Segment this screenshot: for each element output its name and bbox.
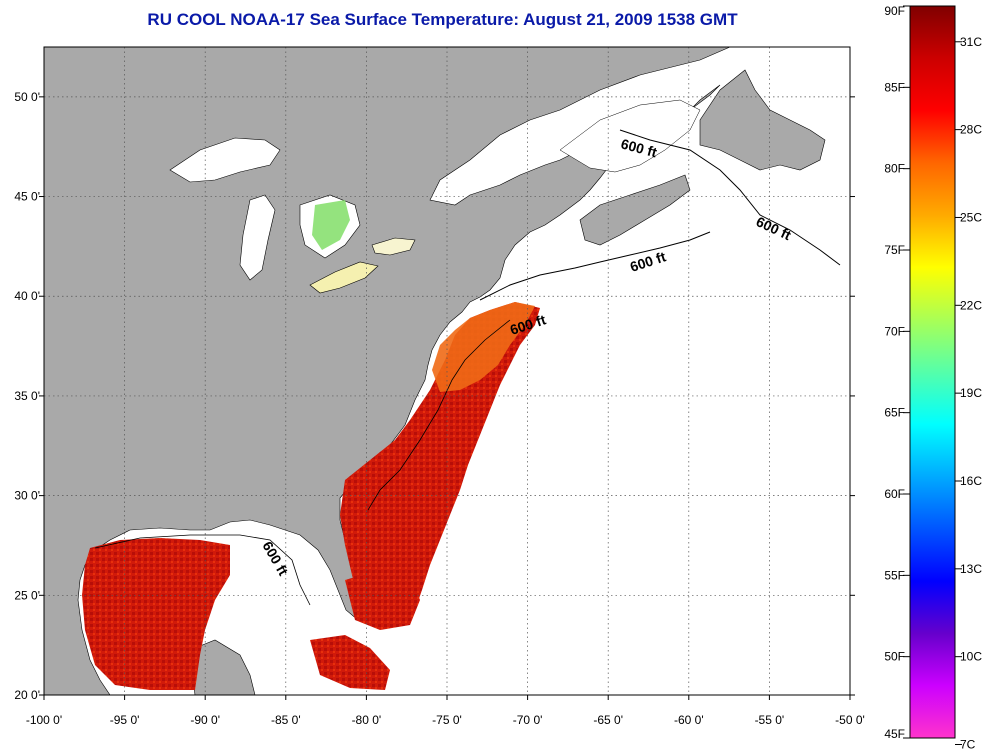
y-tick-label: 25 0' xyxy=(14,588,40,602)
colorbar-c-label: 13C xyxy=(960,562,982,576)
y-tick-label: 20 0' xyxy=(14,688,40,702)
graticule xyxy=(44,47,850,695)
caribbean-sst xyxy=(310,635,390,690)
colorbar-f-label: 65F xyxy=(884,406,905,420)
y-tick-label: 40 0' xyxy=(14,289,40,303)
north-america-land xyxy=(44,47,731,695)
x-tick-label: -90 0' xyxy=(190,713,220,727)
contour-line-east xyxy=(619,129,841,266)
colorbar-c-label: 22C xyxy=(960,298,982,312)
lake-superior xyxy=(169,137,281,183)
gulf-st-lawrence xyxy=(559,99,701,173)
colorbar-fahrenheit-labels: 90F 85F 80F 75F 70F 65F 60F 55F 50F 45F xyxy=(884,4,910,741)
colorbar-f-label: 85F xyxy=(884,80,905,94)
y-tick-label: 50 0' xyxy=(14,90,40,104)
colorbar-f-label: 55F xyxy=(884,568,905,582)
x-tick-label: -95 0' xyxy=(110,713,140,727)
x-tick-label: -50 0' xyxy=(835,713,865,727)
colorbar-c-label: 28C xyxy=(960,123,982,137)
colorbar-f-label: 45F xyxy=(884,727,905,741)
x-tick-label: -65 0' xyxy=(593,713,623,727)
map-panel: 600 ft 600 ft 600 ft 600 ft 600 ft xyxy=(44,47,850,695)
lake-ontario xyxy=(371,237,416,256)
lake-huron-sst xyxy=(312,200,350,250)
x-tick-label: -85 0' xyxy=(271,713,301,727)
colorbar-c-label: 10C xyxy=(960,650,982,664)
atlantic-sst-north-warm xyxy=(432,302,535,392)
x-axis-ticks: -100 0' -95 0' -90 0' -85 0' -80 0' -75 0' -70… xyxy=(26,695,865,727)
colorbar-c-label: 7C xyxy=(960,738,976,752)
contour-line-shelf xyxy=(479,231,711,301)
y-tick-label: 45 0' xyxy=(14,190,40,204)
x-tick-label: -80 0' xyxy=(352,713,382,727)
contour-line-atlantic xyxy=(367,319,511,511)
colorbar-f-label: 70F xyxy=(884,324,905,338)
lake-erie xyxy=(309,261,379,294)
colorbar-c-label: 31C xyxy=(960,35,982,49)
lake-michigan xyxy=(239,194,276,281)
colorbar-f-label: 75F xyxy=(884,243,905,257)
x-tick-label: -70 0' xyxy=(513,713,543,727)
yucatan-land xyxy=(189,639,256,695)
colorbar-f-label: 90F xyxy=(884,4,905,18)
x-tick-label: -75 0' xyxy=(432,713,462,727)
map-title: RU COOL NOAA-17 Sea Surface Temperature:… xyxy=(147,10,738,29)
newfoundland-land xyxy=(699,69,826,171)
colorbar-c-label: 25C xyxy=(960,210,982,224)
colorbar-celsius-labels: 31C 28C 25C 22C 19C 16C 13C 10C 7C xyxy=(955,35,982,752)
colorbar-c-label: 16C xyxy=(960,474,982,488)
colorbar-f-label: 50F xyxy=(884,650,905,664)
x-tick-label: -60 0' xyxy=(674,713,704,727)
atlantic-sst-swath xyxy=(340,302,540,625)
bahamas-sst xyxy=(345,570,420,630)
gulf-mexico-sst xyxy=(82,538,230,690)
colorbar-f-label: 80F xyxy=(884,162,905,176)
colorbar xyxy=(909,5,956,739)
contour-line-gulf xyxy=(94,534,311,606)
x-tick-label: -55 0' xyxy=(755,713,785,727)
y-axis-ticks: 20 0' 25 0' 30 0' 35 0' 40 0' 45 0' 50 0' xyxy=(14,90,855,702)
colorbar-c-label: 19C xyxy=(960,386,982,400)
y-tick-label: 30 0' xyxy=(14,489,40,503)
colorbar-f-label: 60F xyxy=(884,487,905,501)
x-tick-label: -100 0' xyxy=(26,713,62,727)
y-tick-label: 35 0' xyxy=(14,389,40,403)
